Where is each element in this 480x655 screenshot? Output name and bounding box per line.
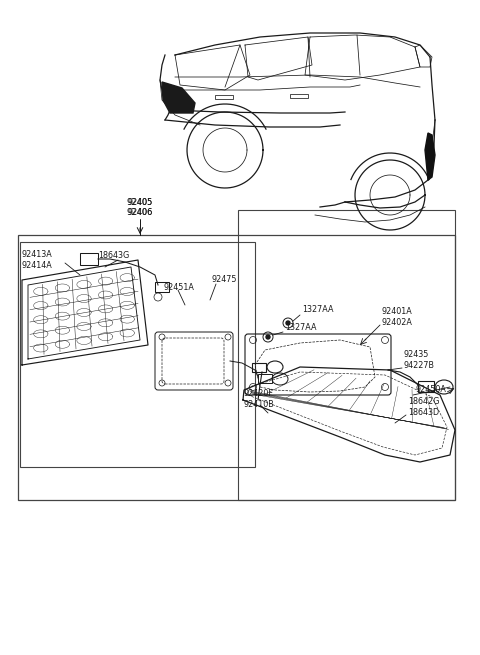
Polygon shape: [425, 133, 435, 180]
Text: 18643G: 18643G: [98, 250, 129, 259]
Bar: [155, 282, 169, 292]
Bar: [258, 374, 272, 383]
Text: 92420F
92410B: 92420F 92410B: [243, 389, 274, 409]
Text: 92405
92406: 92405 92406: [127, 198, 153, 217]
Bar: [20, 242, 255, 467]
Text: 92401A
92402A: 92401A 92402A: [382, 307, 413, 327]
Polygon shape: [162, 82, 195, 113]
Text: 92451A: 92451A: [163, 284, 194, 293]
Bar: [80, 253, 98, 265]
Text: 92435
94227B: 92435 94227B: [404, 350, 435, 369]
Bar: [238, 210, 455, 500]
Text: 92413A
92414A: 92413A 92414A: [22, 250, 53, 270]
Text: 1327AA: 1327AA: [285, 322, 316, 331]
Text: 18642G
18643D: 18642G 18643D: [408, 398, 439, 417]
Bar: [418, 381, 434, 392]
Text: 92450A: 92450A: [415, 386, 446, 394]
Text: 92405
92406: 92405 92406: [127, 198, 153, 217]
Circle shape: [286, 321, 290, 325]
Bar: [252, 363, 266, 372]
Text: 92475: 92475: [212, 274, 238, 284]
Circle shape: [266, 335, 270, 339]
Bar: [290, 94, 308, 98]
Bar: [215, 95, 233, 99]
Text: 1327AA: 1327AA: [302, 305, 334, 314]
Bar: [18, 235, 455, 500]
